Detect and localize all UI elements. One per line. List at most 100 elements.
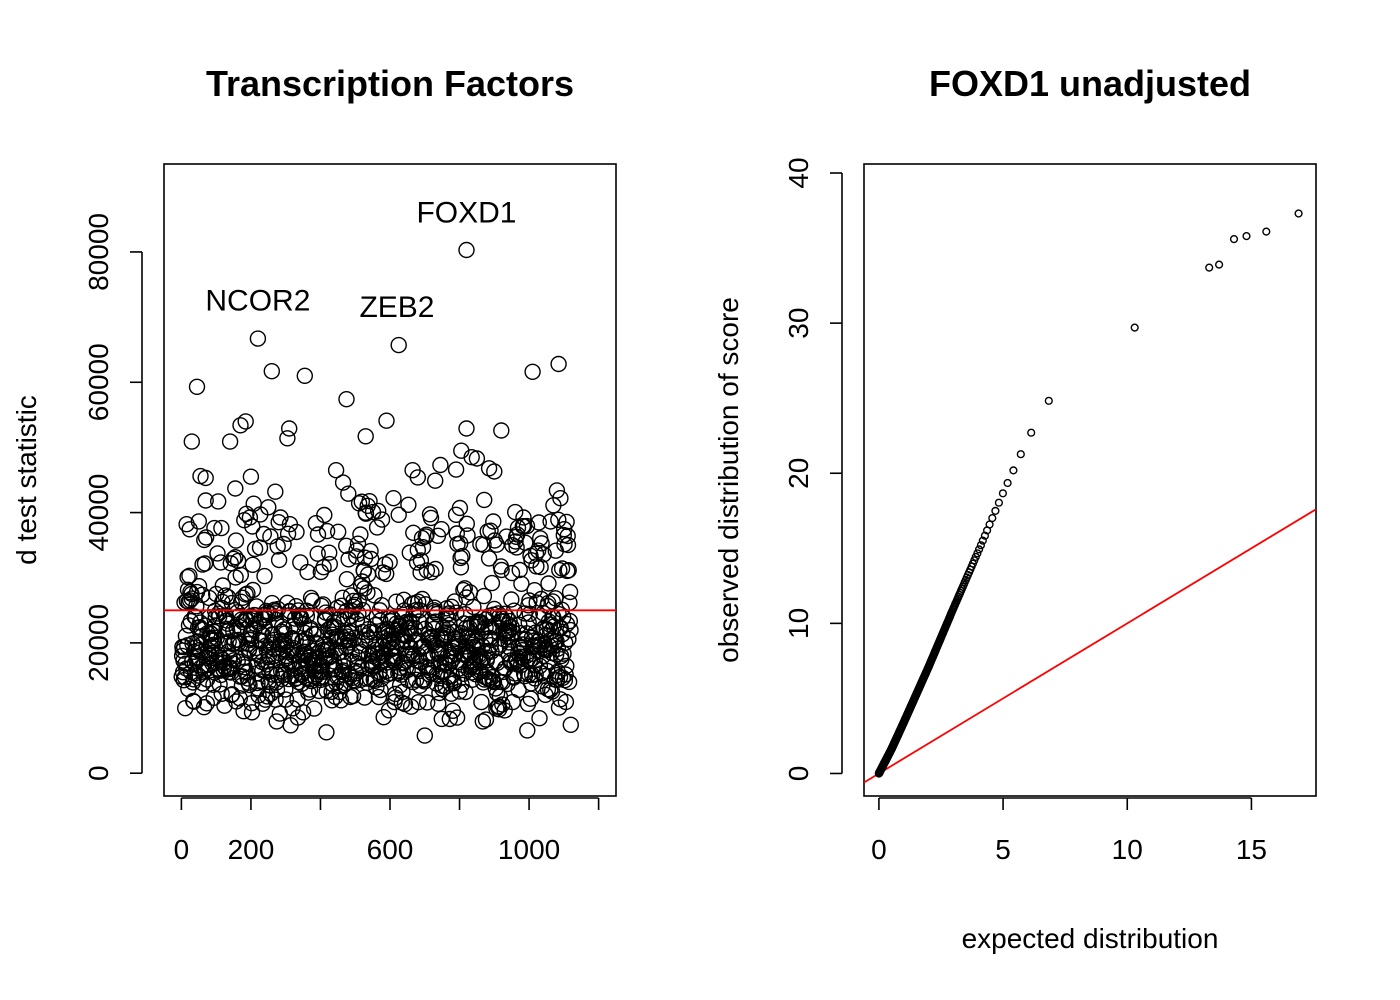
tf-x-tick-label: 0 <box>174 834 190 865</box>
tf-point <box>277 681 294 698</box>
tf-point <box>414 539 432 556</box>
tf-point <box>358 627 375 644</box>
tf-point <box>427 472 444 489</box>
qq-point <box>991 506 1000 516</box>
tf-point <box>382 665 399 682</box>
tf-point <box>412 552 430 569</box>
tf-point <box>256 567 273 585</box>
tf-point <box>318 724 335 741</box>
tf-point <box>179 581 197 598</box>
tf-annotation-zeb2: ZEB2 <box>359 291 434 324</box>
tf-point <box>559 536 577 554</box>
qq-tail-point <box>1205 263 1214 272</box>
tf-point <box>470 646 487 664</box>
tf-point <box>244 518 261 535</box>
tf-point <box>340 634 358 651</box>
tf-point <box>560 673 578 691</box>
tf-point <box>290 653 308 670</box>
tf-point <box>450 660 467 677</box>
tf-point <box>562 716 579 733</box>
tf-point <box>332 692 350 709</box>
tf-point <box>341 625 359 642</box>
tf-point <box>242 468 260 485</box>
tf-chart-title: Transcription Factors <box>206 63 574 104</box>
tf-point <box>521 592 538 609</box>
tf-point <box>363 550 380 568</box>
tf-point <box>391 677 409 694</box>
tf-point <box>323 692 341 709</box>
qq-point <box>1027 428 1036 437</box>
tf-x-tick-label: 600 <box>367 834 414 865</box>
tf-point <box>542 513 559 530</box>
tf-point <box>373 511 391 528</box>
tf-point <box>293 675 310 692</box>
tf-point <box>550 355 567 373</box>
tf-point <box>498 528 515 545</box>
tf-y-axis: 0 20000 40000 60000 80000 <box>83 213 143 781</box>
tf-point <box>491 701 508 718</box>
tf-point <box>213 685 230 702</box>
tf-point <box>279 430 296 447</box>
tf-point <box>422 509 440 527</box>
tf-point <box>432 456 449 474</box>
tf-point <box>554 626 571 643</box>
tf-point <box>355 562 373 579</box>
qq-y-axis: 0 10 20 30 40 <box>783 157 843 781</box>
tf-point <box>408 554 426 571</box>
tf-point <box>453 442 470 459</box>
tf-point <box>180 593 197 611</box>
tf-point <box>352 526 369 543</box>
tf-y-tick-label: 40000 <box>83 474 114 552</box>
tf-scatter-panel: Transcription Factors FOXD1 NCOR2 ZEB2 0 20… <box>11 63 617 865</box>
tf-point <box>213 519 230 537</box>
tf-point <box>362 542 379 560</box>
tf-point <box>209 545 226 562</box>
tf-x-tick-label: 1000 <box>498 834 560 865</box>
tf-point <box>473 693 490 711</box>
tf-point <box>540 575 557 592</box>
qq-x-tick-label: 10 <box>1112 834 1143 865</box>
tf-point <box>181 521 198 538</box>
tf-point <box>419 694 436 711</box>
tf-point <box>260 499 277 516</box>
qq-point <box>1003 478 1012 488</box>
tf-point <box>190 513 208 530</box>
tf-point <box>212 554 229 571</box>
tf-point <box>410 694 427 711</box>
tf-x-tick-label: 200 <box>228 834 275 865</box>
tf-point <box>227 549 244 566</box>
qq-point <box>1009 466 1018 475</box>
tf-point <box>558 513 575 531</box>
tf-point <box>197 529 215 546</box>
tf-point <box>507 503 524 521</box>
tf-point <box>357 428 374 445</box>
tf-point <box>455 581 472 599</box>
tf-point <box>368 519 386 536</box>
tf-point <box>441 710 458 728</box>
tf-point <box>356 689 373 706</box>
qq-plot-panel: FOXD1 unadjusted 0 5 10 15 0 10 20 30 40 expect… <box>713 63 1317 954</box>
tf-point <box>393 694 410 711</box>
tf-point <box>378 412 395 429</box>
tf-point <box>488 685 506 702</box>
qq-identity-reference-line <box>864 508 1316 784</box>
tf-point <box>379 620 396 637</box>
tf-point <box>446 593 463 610</box>
tf-point <box>526 582 543 599</box>
tf-point <box>194 675 212 692</box>
tf-plot-frame <box>163 163 617 797</box>
tf-point <box>493 422 510 439</box>
tf-annotation-ncor2: NCOR2 <box>205 285 310 318</box>
qq-point <box>978 536 987 545</box>
tf-point <box>234 589 251 606</box>
qq-tail-point <box>1242 232 1251 241</box>
tf-point <box>513 575 530 592</box>
tf-point <box>334 474 352 491</box>
tf-point <box>524 363 541 380</box>
tf-y-axis-label: d test statistic <box>11 395 42 565</box>
tf-point <box>188 378 206 395</box>
tf-point <box>370 688 388 706</box>
tf-point <box>409 469 426 486</box>
tf-point <box>451 683 468 700</box>
tf-point <box>323 683 340 700</box>
